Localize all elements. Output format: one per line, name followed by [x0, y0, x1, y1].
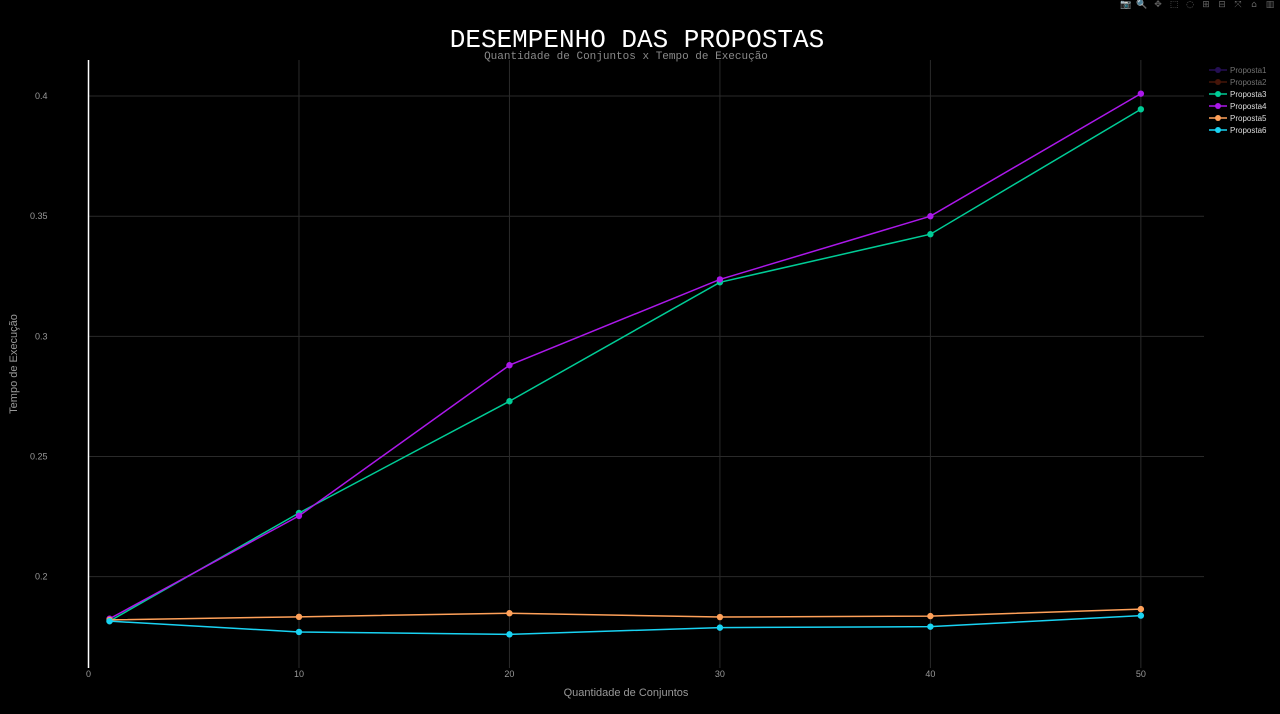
legend-label: Proposta4: [1230, 102, 1267, 111]
legend-item-proposta2[interactable]: Proposta2: [1209, 78, 1267, 87]
data-point-proposta6[interactable]: [716, 624, 724, 631]
modebar: 📷 🔍 ✥ ⬚ ◌ ⊞ ⊟ ⤧ ⌂ ▥: [1120, 0, 1276, 10]
series: [106, 90, 1145, 638]
y-tick-label: 0.3: [35, 331, 48, 341]
data-point-proposta5[interactable]: [295, 613, 303, 621]
camera-icon[interactable]: 📷: [1120, 0, 1132, 10]
data-point-proposta4[interactable]: [716, 276, 724, 283]
legend-item-proposta5[interactable]: Proposta5: [1209, 114, 1267, 123]
data-point-proposta5[interactable]: [716, 613, 724, 621]
series-line-proposta3: [109, 108, 1142, 622]
zoom-out-icon[interactable]: ⊟: [1218, 0, 1226, 10]
y-tick-label: 0.35: [30, 211, 48, 221]
reset-axes-icon[interactable]: ⌂: [1251, 0, 1257, 10]
grid: [88, 60, 1204, 668]
legend-label: Proposta1: [1230, 66, 1267, 75]
data-point-proposta5[interactable]: [927, 612, 934, 620]
data-point-proposta6[interactable]: [1137, 612, 1145, 619]
data-point-proposta4[interactable]: [927, 213, 934, 220]
data-point-proposta6[interactable]: [927, 623, 934, 630]
y-tick-label: 0.25: [30, 452, 48, 462]
legend-item-proposta1[interactable]: Proposta1: [1209, 66, 1267, 75]
data-point-proposta4[interactable]: [295, 512, 303, 520]
legend-swatch-marker: [1215, 127, 1221, 133]
x-tick-label: 50: [1136, 669, 1146, 679]
data-point-proposta3[interactable]: [927, 231, 934, 238]
series-line-proposta5: [109, 608, 1141, 621]
data-point-proposta5[interactable]: [1137, 605, 1145, 613]
chart-title: DESEMPENHO DAS PROPOSTAS: [450, 25, 824, 55]
data-point-proposta5[interactable]: [506, 610, 513, 617]
y-tick-label: 0.2: [35, 572, 48, 582]
zoom-icon[interactable]: 🔍: [1136, 0, 1148, 10]
legend-item-proposta3[interactable]: Proposta3: [1209, 90, 1267, 99]
data-point-proposta3[interactable]: [506, 398, 513, 405]
series-line-proposta4: [109, 92, 1142, 620]
data-point-proposta6[interactable]: [295, 628, 303, 636]
legend-swatch-marker: [1215, 91, 1221, 97]
y-tick-label: 0.4: [35, 91, 48, 101]
data-point-proposta3[interactable]: [1137, 106, 1145, 113]
axis-ticks: 0 10 20 30 40 50 0.2 0.25 0.3 0.35 0.4: [30, 91, 1146, 679]
x-tick-label: 40: [925, 669, 935, 679]
box-select-icon[interactable]: ⬚: [1169, 0, 1179, 10]
legend-label: Proposta5: [1230, 114, 1267, 123]
data-point-proposta4[interactable]: [1137, 90, 1145, 97]
chart-subtitle: Quantidade de Conjuntos x Tempo de Execu…: [484, 51, 768, 63]
zoom-in-icon[interactable]: ⊞: [1202, 0, 1210, 10]
legend-label: Proposta6: [1230, 126, 1267, 135]
data-point-proposta6[interactable]: [106, 617, 113, 625]
data-point-proposta4[interactable]: [506, 362, 513, 369]
x-tick-label: 0: [86, 669, 91, 679]
data-point-proposta6[interactable]: [506, 631, 513, 638]
x-tick-label: 10: [294, 669, 304, 679]
series-line-proposta6: [109, 614, 1141, 636]
lasso-select-icon[interactable]: ◌: [1186, 0, 1194, 10]
legend-item-proposta4[interactable]: Proposta4: [1209, 102, 1267, 111]
pan-icon[interactable]: ✥: [1154, 0, 1162, 10]
legend: Proposta1 Proposta2 Proposta3 Proposta4 Prop…: [1209, 66, 1267, 135]
legend-label: Proposta2: [1230, 78, 1267, 87]
legend-item-proposta6[interactable]: Proposta6: [1209, 126, 1267, 135]
legend-label: Proposta3: [1230, 90, 1267, 99]
x-tick-label: 30: [715, 669, 725, 679]
x-tick-label: 20: [504, 669, 514, 679]
legend-swatch-marker: [1215, 79, 1221, 85]
y-axis-label: Tempo de Execução: [8, 314, 20, 414]
legend-swatch-marker: [1215, 103, 1221, 109]
legend-swatch-marker: [1215, 115, 1221, 121]
plotly-logo-icon[interactable]: ▥: [1265, 0, 1275, 10]
x-axis-label: Quantidade de Conjuntos: [564, 687, 689, 699]
autoscale-icon[interactable]: ⤧: [1234, 0, 1242, 10]
legend-swatch-marker: [1215, 67, 1221, 73]
